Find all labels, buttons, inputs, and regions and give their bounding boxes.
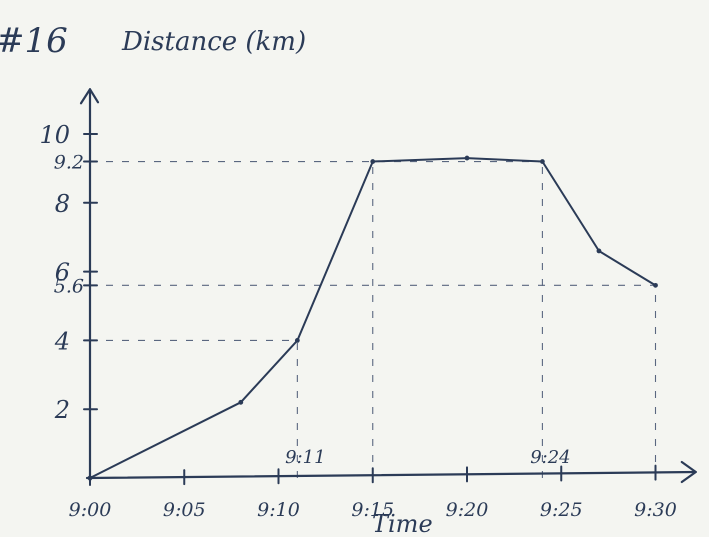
x-tick-label-6: 9:30 bbox=[634, 499, 677, 521]
y-extra-label-0: 9.2 bbox=[54, 152, 84, 174]
y-tick-label-6: 6 bbox=[55, 259, 70, 287]
data-point-0-4 bbox=[464, 155, 470, 161]
data-point-0-7 bbox=[653, 282, 658, 288]
x-tick-label-4: 9:20 bbox=[446, 499, 489, 521]
x-tick-label-3: 9:15 bbox=[351, 499, 394, 521]
x-axis-arrow-icon bbox=[680, 460, 697, 484]
y-tick-label-4: 4 bbox=[54, 327, 70, 355]
x-tick-label-5: 9:25 bbox=[540, 499, 583, 521]
data-point-0-3 bbox=[370, 159, 376, 164]
x-tick-label-2: 9:10 bbox=[257, 499, 300, 521]
data-point-0-6 bbox=[596, 248, 602, 254]
y-axis-title: Distance (km) bbox=[121, 27, 306, 57]
data-point-0-2 bbox=[294, 338, 300, 343]
y-tick-label-2: 2 bbox=[54, 396, 70, 424]
x-axis-title: Time bbox=[372, 510, 433, 537]
series-line-0 bbox=[89, 157, 657, 479]
x-extra-label-0: 9:11 bbox=[285, 447, 325, 468]
data-point-0-1 bbox=[238, 399, 244, 405]
data-point-0-5 bbox=[540, 159, 545, 164]
data-point-0-0 bbox=[87, 475, 93, 481]
x-extra-label-1: 9:24 bbox=[530, 447, 570, 468]
x-axis-line bbox=[85, 470, 697, 480]
y-axis-arrow-icon bbox=[79, 88, 100, 105]
y-extra-label-1: 5.6 bbox=[54, 275, 84, 297]
x-tick-label-0: 9:00 bbox=[69, 499, 112, 521]
y-tick-label-10: 10 bbox=[39, 121, 70, 149]
corner-label: #16 bbox=[0, 21, 68, 61]
y-tick-label-8: 8 bbox=[55, 190, 70, 218]
x-tick-label-1: 9:05 bbox=[163, 499, 206, 521]
